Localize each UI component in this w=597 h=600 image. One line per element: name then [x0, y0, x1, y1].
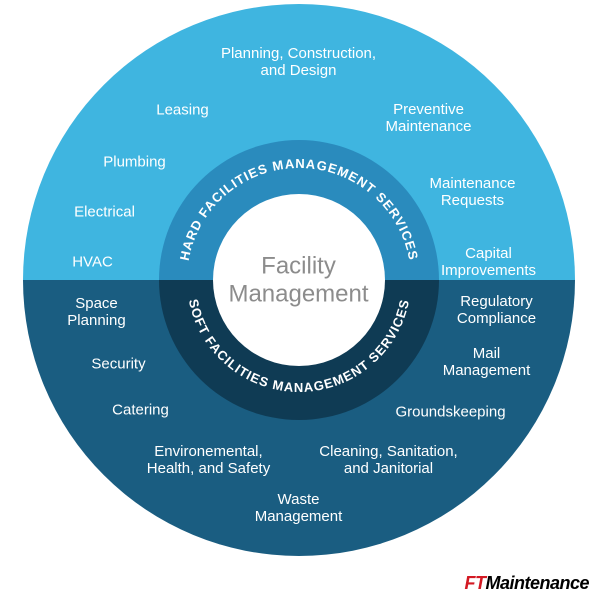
center-label: Facility Management: [228, 252, 368, 307]
bottom-label: Catering: [112, 401, 169, 418]
bottom-label: Security: [91, 355, 145, 372]
bottom-label: Groundskeeping: [395, 403, 505, 420]
logo-suffix: Maintenance: [485, 573, 589, 593]
logo-prefix: FT: [464, 573, 485, 593]
top-label: Maintenance Requests: [430, 175, 516, 210]
top-label: Electrical: [74, 203, 135, 220]
bottom-label: Environemental, Health, and Safety: [147, 443, 270, 478]
top-label: Preventive Maintenance: [386, 101, 472, 136]
bottom-label: Waste Management: [255, 491, 343, 526]
bottom-label: Mail Management: [443, 345, 531, 380]
logo: FTMaintenance: [464, 573, 589, 594]
diagram-stage: HARD FACILITIES MANAGEMENT SERVICES SOFT…: [19, 0, 579, 560]
top-label: Capital Improvements: [441, 245, 536, 280]
top-label: Planning, Construction, and Design: [221, 45, 376, 80]
top-label: HVAC: [72, 253, 113, 270]
top-label: Leasing: [156, 101, 209, 118]
bottom-label: Cleaning, Sanitation, and Janitorial: [319, 443, 457, 478]
bottom-label: Space Planning: [67, 295, 125, 330]
top-label: Plumbing: [103, 153, 166, 170]
bottom-label: Regulatory Compliance: [457, 293, 536, 328]
